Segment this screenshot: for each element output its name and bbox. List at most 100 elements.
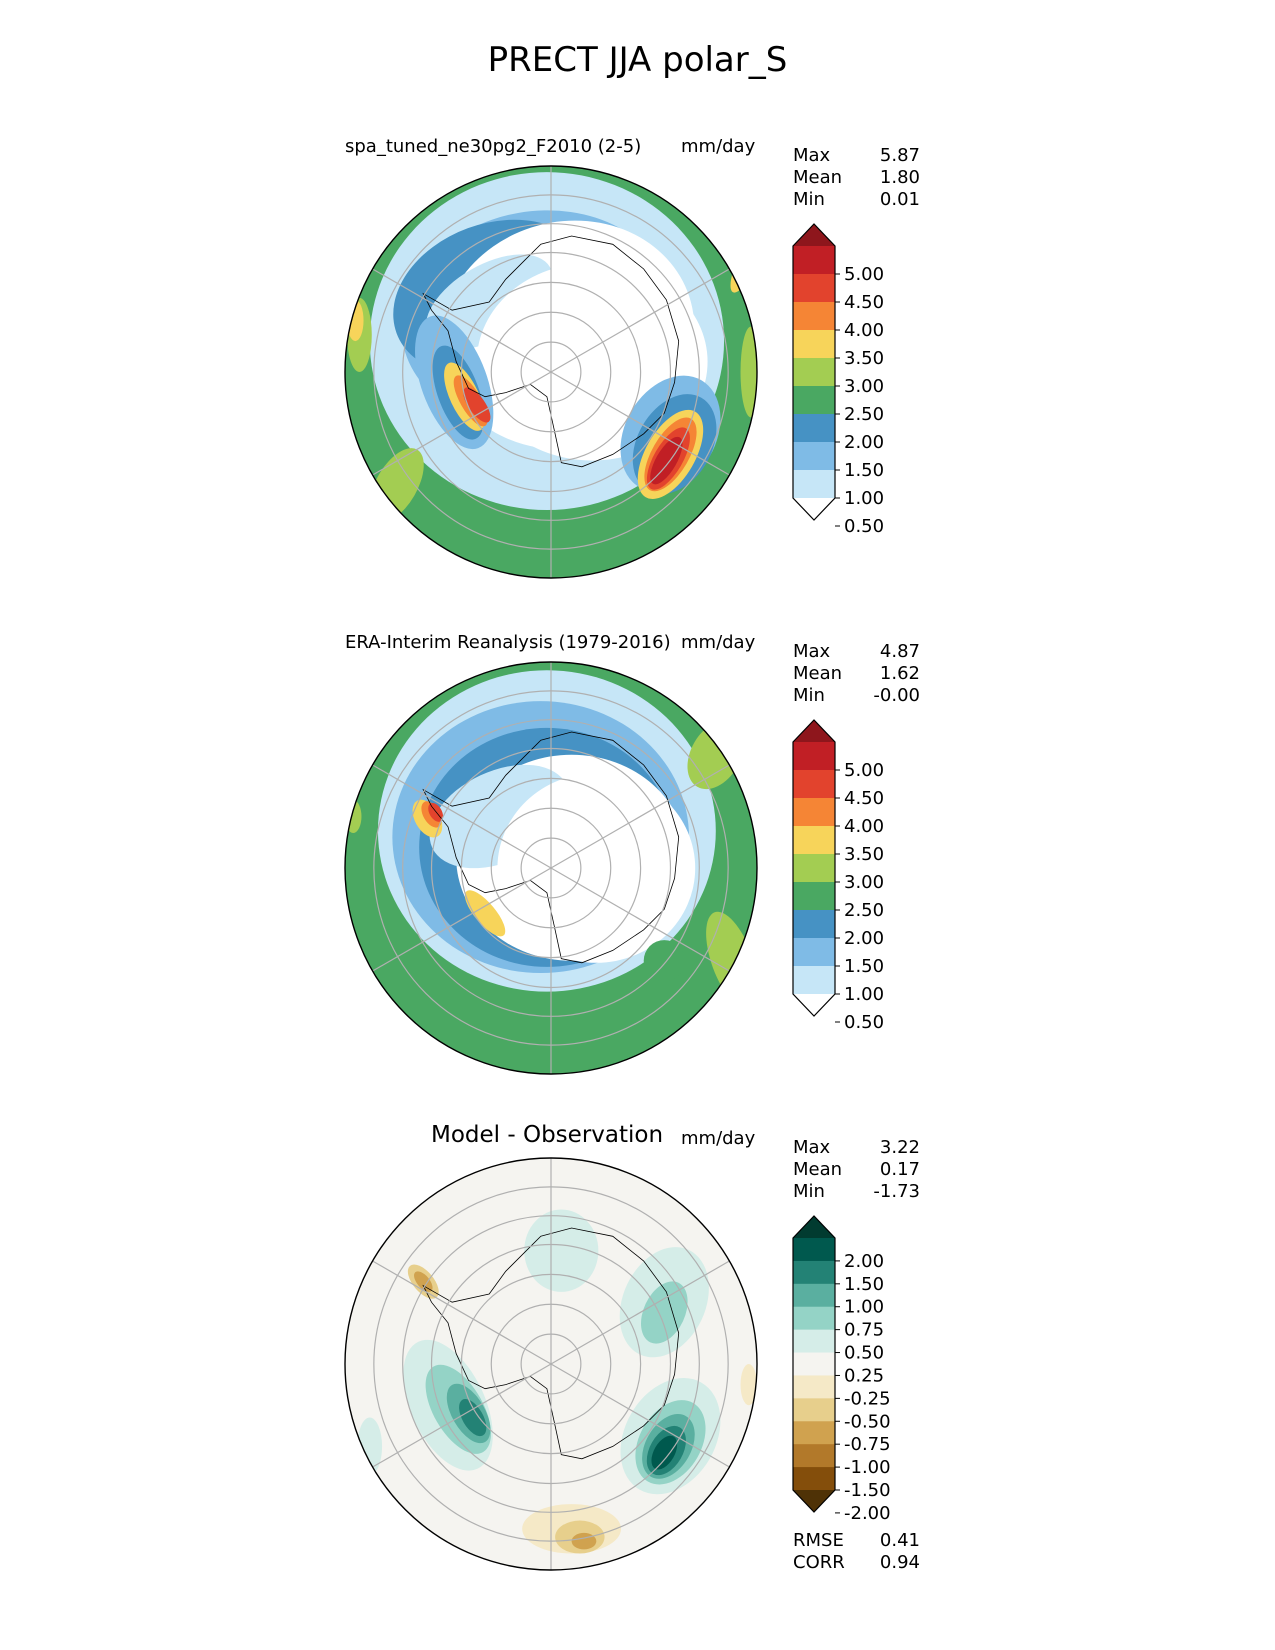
longitude-gridline [550,268,730,373]
coastline [422,235,680,468]
colorbar-segment [793,386,835,415]
colorbar-segment [793,1329,835,1354]
colorbar-tick-label: 1.00 [844,488,884,509]
longitude-gridline [372,764,552,869]
colorbar-segment [793,1238,835,1262]
longitude-gridline [372,371,552,476]
colorbar-segment [793,1467,835,1491]
colorbar-segment [793,1283,835,1308]
colorbar-segment [793,1398,835,1422]
colorbar-extend-max [793,1216,835,1238]
colorbar-tick-label: 1.00 [844,984,884,1005]
panel-units-reference: mm/day [681,632,756,653]
colorbar-segment [793,470,835,499]
stat-value-min: 0.01 [879,189,920,210]
map-boundary [344,1157,758,1571]
panel-units-difference: mm/day [681,1128,756,1149]
field-contour [463,387,491,423]
panel-title-test: spa_tuned_ne30pg2_F2010 (2-5) [345,136,642,157]
stat-label-mean: Mean [793,167,843,188]
stat-value-max: 4.87 [879,641,920,662]
colorbar-tick-label: 0.50 [844,1012,884,1033]
colorbar-tick-label: 3.50 [844,348,884,369]
stat-label-min: Min [793,1181,825,1202]
field-contour [643,940,685,982]
field-contour [345,800,362,833]
colorbar-segment [793,826,835,855]
colorbar-tick-label: 4.50 [844,292,884,313]
colorbar-segment [793,274,835,303]
colorbar-extend-min [793,994,835,1016]
longitude-gridline [550,371,730,476]
colorbar-segment [793,770,835,799]
stat-value-min: -1.73 [873,1181,920,1202]
colorbar-extend-min [793,1490,835,1512]
longitude-gridline [550,1260,730,1365]
colorbar-tick-label: 0.50 [844,516,884,537]
stat-value-max: 3.22 [879,1137,920,1158]
map-difference [344,1157,758,1571]
colorbar-segment [793,414,835,443]
field-contour [464,890,506,937]
stat-label-mean: Mean [793,663,843,684]
longitude-gridline [372,1363,552,1468]
colorbar-segment [793,1352,835,1376]
colorbar-segment [793,742,835,771]
stat-label-corr: CORR [793,1552,845,1573]
panel-title-difference: Model - Observation [431,1122,664,1148]
field-contour [571,1532,597,1550]
stat-label-mean: Mean [793,1159,843,1180]
field-contour [730,224,757,293]
colorbar-tick-label: 1.50 [844,1274,884,1295]
stat-value-mean: 1.62 [879,663,920,684]
colorbar-tick-label: 2.50 [844,404,884,425]
colorbar-segment [793,798,835,827]
field-contour [650,436,683,485]
longitude-gridline [372,867,552,972]
colorbar-tick-label: -0.50 [844,1411,891,1432]
colorbar-segment [793,302,835,331]
colorbar-extend-max [793,224,835,246]
colorbar-segment [793,358,835,387]
colorbar-tick-label: 1.50 [844,460,884,481]
map-field [345,166,757,578]
colorbar-tick-label: 5.00 [844,264,884,285]
field-contour [740,326,757,418]
stat-label-max: Max [793,1137,831,1158]
colorbar-segment [793,1421,835,1445]
field-contour [740,1364,757,1406]
colorbar-segment [793,938,835,967]
colorbar-tick-label: -2.00 [844,1503,891,1524]
stat-value-rmse: 0.41 [879,1530,920,1551]
map-boundary [344,661,758,1075]
field-contour [651,1435,678,1470]
colorbar-tick-label: 4.00 [844,320,884,341]
colorbar-tick-label: 0.25 [844,1365,884,1386]
colorbar-tick-label: 1.50 [844,956,884,977]
colorbar-segment [793,910,835,939]
colorbar-segment [793,1306,835,1331]
colorbar-tick-label: 3.00 [844,376,884,397]
stat-label-min: Min [793,685,825,706]
field-contour [459,1398,487,1437]
stat-value-min: -0.00 [873,685,920,706]
coastline [422,1227,680,1460]
colorbar-extend-max [793,720,835,742]
colorbar-tick-label: 3.50 [844,844,884,865]
longitude-gridline [372,1260,552,1365]
map-field [345,1158,757,1570]
colorbar-extend-min [793,498,835,520]
field-contour [414,1271,433,1292]
stat-value-mean: 1.80 [879,167,920,188]
colorbar-tick-label: 2.00 [844,1251,884,1272]
stat-label-rmse: RMSE [793,1530,844,1551]
stat-value-corr: 0.94 [879,1552,920,1573]
stat-label-min: Min [793,189,825,210]
colorbar-segment [793,966,835,995]
colorbar-tick-label: 0.75 [844,1320,884,1341]
longitude-gridline [372,268,552,373]
colorbar-segment [793,246,835,275]
longitude-gridline [550,764,730,869]
map-reference [344,661,758,1075]
